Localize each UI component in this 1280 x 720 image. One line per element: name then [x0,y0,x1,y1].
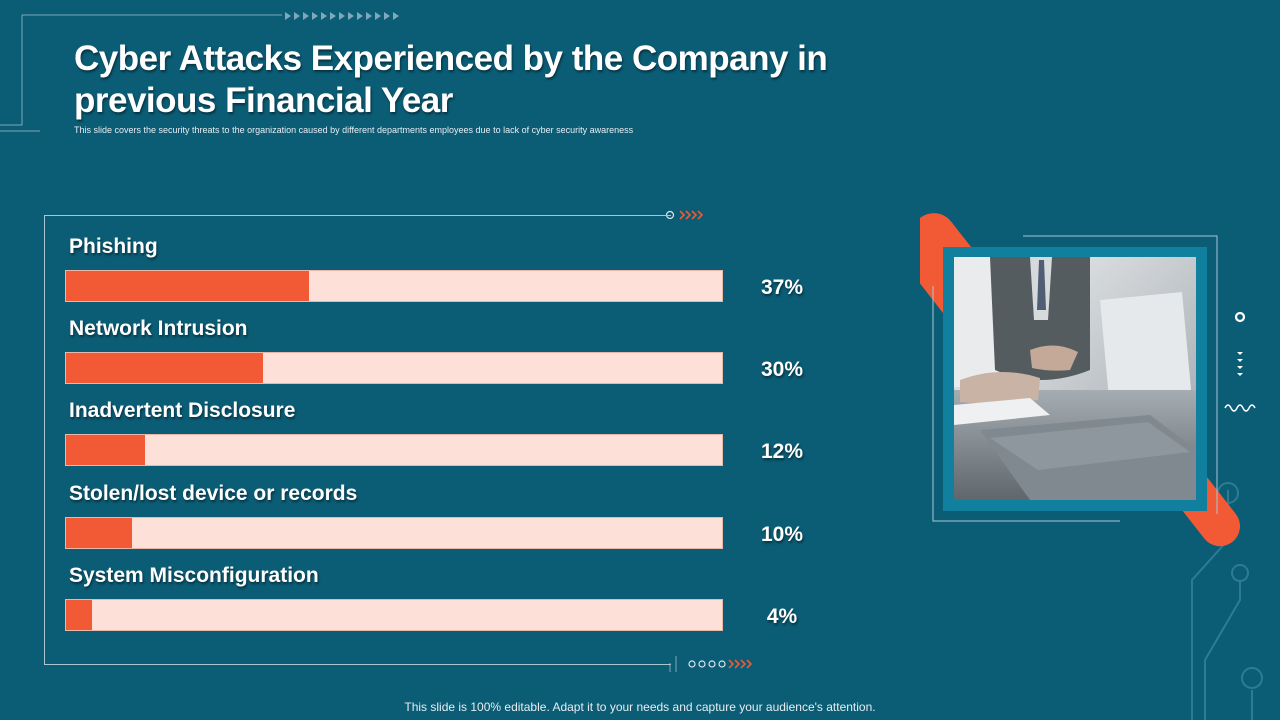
dots-bottom-icon [688,660,726,668]
bar-value-label: 12% [760,440,804,463]
bar-track [65,352,723,384]
bar-value-label: 4% [766,605,798,628]
bar-label: Phishing [69,235,158,258]
bar-label: Network Intrusion [69,317,248,340]
footer-note: This slide is 100% editable. Adapt it to… [404,700,876,714]
page-subtitle: This slide covers the security threats t… [74,125,634,135]
bar-track [65,270,723,302]
bar-row: Phishing 37% [65,234,825,314]
page-title: Cyber Attacks Experienced by the Company… [74,39,828,120]
bar-value-label: 37% [760,276,804,299]
bar-value-label: 10% [760,523,804,546]
bar-value-label: 30% [760,358,804,381]
bar [66,435,145,465]
chart-frame [44,215,671,665]
bar-row: Inadvertent Disclosure 12% [65,398,825,478]
bar-track [65,599,723,631]
chevrons-top-icon [679,210,704,220]
bar [66,518,132,548]
arrow-strip-top-icon [285,12,399,20]
business-photo [890,200,1241,560]
bar [66,353,263,383]
bar [66,600,93,630]
bar-track [65,434,723,466]
bar-label: Stolen/lost device or records [69,482,358,505]
bar-row: Stolen/lost device or records 10% [65,481,825,561]
bar-label: Inadvertent Disclosure [69,399,296,422]
bar-row: Network Intrusion 30% [65,316,825,396]
bar-track [65,517,723,549]
bar-row: System Misconfiguration 4% [65,563,825,643]
bar-label: System Misconfiguration [69,564,319,587]
bar [66,271,309,301]
chevrons-bottom-icon [728,659,753,669]
